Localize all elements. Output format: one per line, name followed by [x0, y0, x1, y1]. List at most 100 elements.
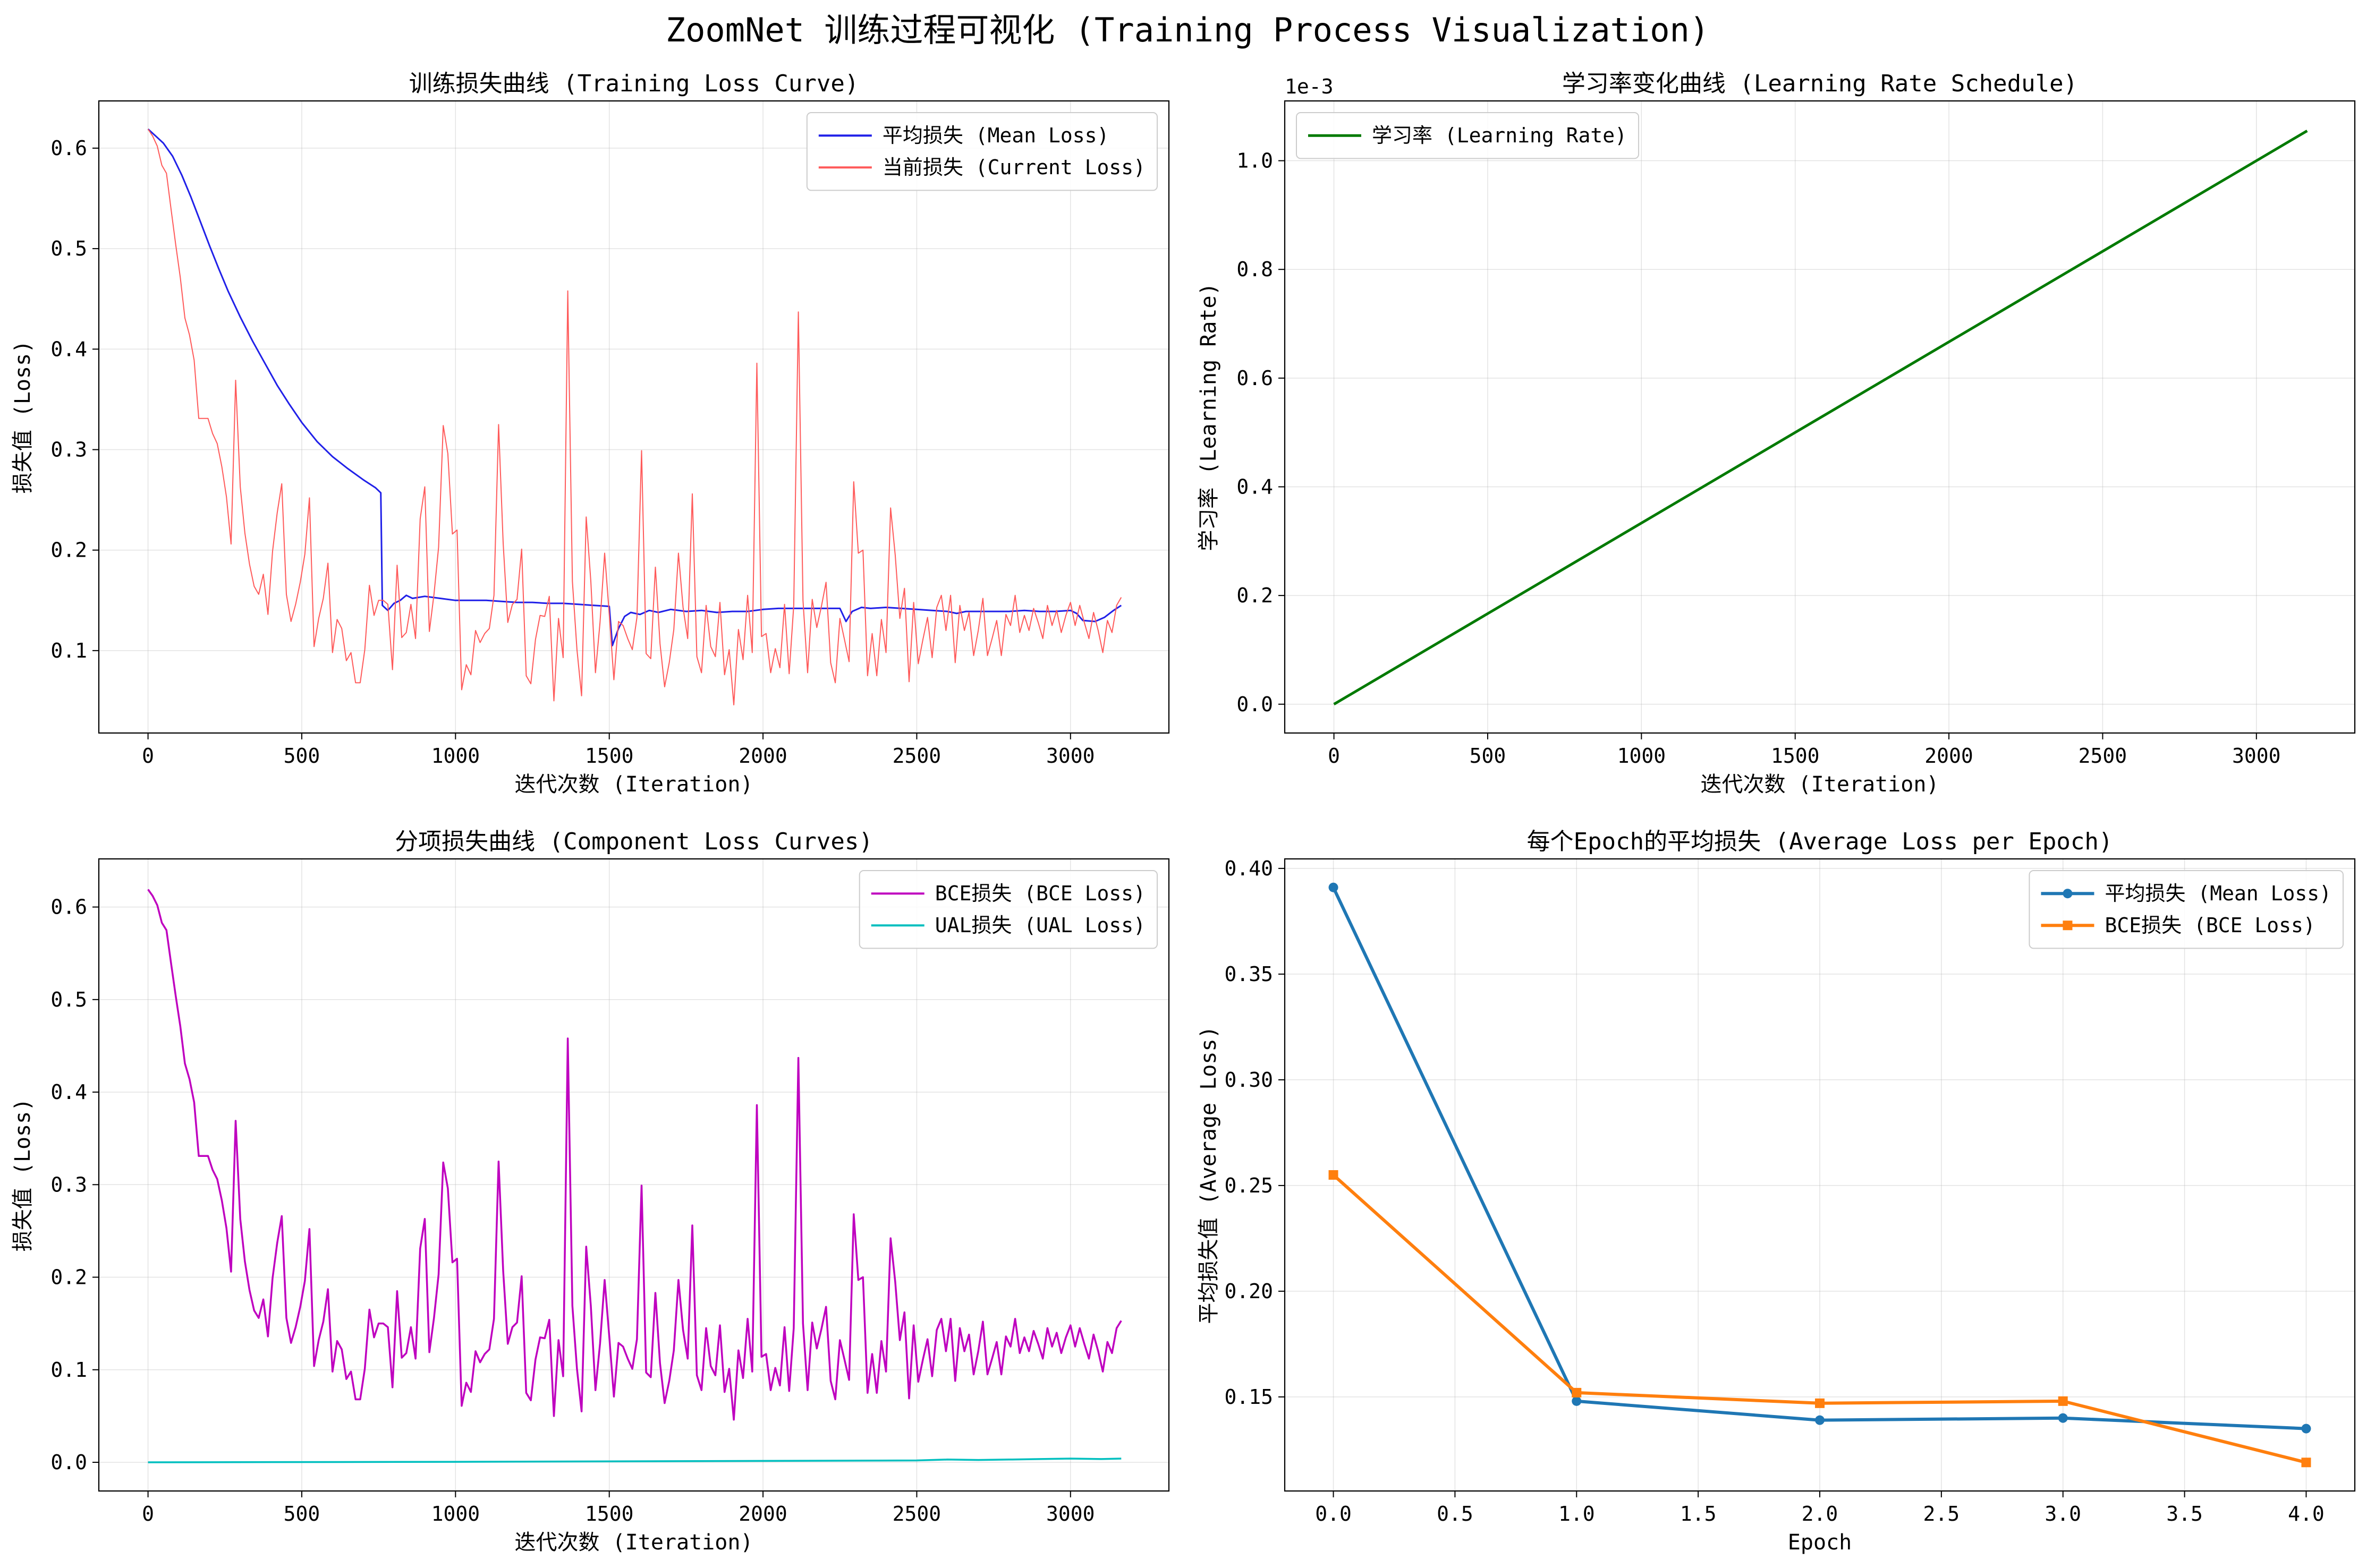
y-axis-label: 学习率 (Learning Rate)	[1197, 283, 1221, 551]
x-tick-label: 1000	[431, 744, 480, 768]
legend-label-ual-ual-loss: UAL损失 (UAL Loss)	[935, 914, 1146, 937]
legend-box	[1296, 112, 1640, 159]
y-tick-label: 0.1	[50, 639, 87, 662]
x-tick-label: 2.0	[1802, 1502, 1838, 1526]
data-point-1-2	[1815, 1415, 1825, 1425]
y-tick-label: 0.5	[50, 237, 87, 260]
y-tick-label: 0.25	[1224, 1174, 1273, 1197]
y-tick-label: 0.0	[1236, 693, 1273, 716]
data-point-2-4	[2301, 1458, 2311, 1468]
x-tick-label: 1.5	[1680, 1502, 1717, 1526]
axes-frame	[98, 858, 1170, 1492]
legend-box	[2029, 870, 2344, 949]
data-point-2-3	[2058, 1396, 2068, 1406]
chart-loss: 0 500 1000 1500 2000 2500 3000 0.1 0.2 0.3 0.4 0.5 0…	[11, 70, 1170, 797]
y-tick-label: 0.4	[50, 337, 87, 361]
y-tick-label: 0.40	[1224, 857, 1273, 880]
chart-title: 学习率变化曲线 (Learning Rate Schedule)	[1562, 70, 2077, 97]
x-tick-label: 1000	[1617, 744, 1666, 768]
legend-label-current-loss: 当前损失 (Current Loss)	[883, 156, 1146, 179]
x-tick-label: 1500	[1771, 744, 1820, 768]
legend-box	[806, 112, 1158, 191]
y-tick-label: 0.0	[50, 1451, 87, 1474]
y-tick-label: 0.4	[50, 1080, 87, 1104]
series-line-1-2	[147, 129, 1122, 705]
y-tick-label: 0.2	[1236, 584, 1273, 607]
x-tick-label: 2000	[739, 744, 787, 768]
y-tick-label: 0.5	[50, 988, 87, 1011]
legend-marker	[2063, 889, 2073, 899]
y-offset-label: 1e-3	[1285, 75, 1334, 98]
plot-area	[147, 128, 1122, 705]
chart-lr: 0 500 1000 1500 2000 2500 3000 0.0 0.2 0.4 0.6 0.8 1…	[1197, 70, 2356, 797]
legend-label-bce-bce-loss: BCE损失 (BCE Loss)	[935, 882, 1146, 905]
x-tick-label: 3000	[1046, 744, 1095, 768]
y-tick-label: 0.6	[1236, 367, 1273, 390]
x-tick-label: 3.0	[2045, 1502, 2081, 1526]
chart-title: 每个Epoch的平均损失 (Average Loss per Epoch)	[1527, 828, 2113, 855]
x-tick-label: 4.0	[2288, 1502, 2325, 1526]
x-tick-label: 2000	[1924, 744, 1973, 768]
legend: 平均损失 (Mean Loss) 当前损失 (Current Loss)	[806, 112, 1158, 191]
legend: 学习率 (Learning Rate)	[1296, 112, 1640, 159]
x-tick-label: 1500	[585, 1502, 634, 1526]
chart-title: 训练损失曲线 (Training Loss Curve)	[409, 70, 859, 97]
chart-components: 0 500 1000 1500 2000 2500 3000 0.0 0.1 0.2 0.3 0.4 0…	[11, 828, 1170, 1555]
y-tick-label: 0.6	[50, 896, 87, 919]
x-axis-label: Epoch	[1788, 1530, 1852, 1555]
x-tick-label: 0	[142, 744, 154, 768]
y-tick-label: 0.15	[1224, 1385, 1273, 1409]
y-axis-label: 平均损失值 (Average Loss)	[1197, 1026, 1221, 1324]
y-axis-label: 损失值 (Loss)	[11, 1098, 35, 1252]
x-tick-label: 2500	[2079, 744, 2127, 768]
y-tick-label: 0.3	[50, 438, 87, 461]
legend: BCE损失 (BCE Loss) UAL损失 (UAL Loss)	[859, 870, 1158, 949]
x-tick-label: 3.5	[2166, 1502, 2203, 1526]
x-tick-label: 3000	[1046, 1502, 1095, 1526]
x-tick-label: 0	[142, 1502, 154, 1526]
figure-title: ZoomNet 训练过程可视化 (Training Process Visual…	[666, 11, 1709, 49]
y-tick-label: 0.20	[1224, 1280, 1273, 1303]
x-tick-label: 0.0	[1315, 1502, 1352, 1526]
data-point-2-0	[1328, 1170, 1338, 1180]
legend-label-mean-loss: 平均损失 (Mean Loss)	[2105, 882, 2331, 905]
x-tick-label: 2.5	[1923, 1502, 1960, 1526]
x-tick-label: 0	[1328, 744, 1340, 768]
axes-frame	[98, 100, 1170, 734]
y-tick-label: 0.6	[50, 137, 87, 160]
x-tick-label: 500	[284, 1502, 320, 1526]
data-point-1-3	[2058, 1413, 2068, 1423]
series-line-1-1	[147, 128, 1122, 646]
x-tick-label: 500	[1470, 744, 1506, 768]
x-axis-label: 迭代次数 (Iteration)	[515, 1530, 753, 1555]
y-tick-label: 0.2	[50, 1266, 87, 1289]
y-tick-label: 0.8	[1236, 258, 1273, 281]
x-tick-label: 0.5	[1437, 1502, 1473, 1526]
x-tick-label: 3000	[2232, 744, 2281, 768]
legend-box	[859, 870, 1158, 949]
data-point-1-4	[2301, 1424, 2311, 1434]
x-axis-label: 迭代次数 (Iteration)	[515, 772, 753, 797]
y-tick-label: 0.2	[50, 539, 87, 562]
legend: 平均损失 (Mean Loss) BCE损失 (BCE Loss)	[2029, 870, 2344, 949]
legend-label-learning-rate: 学习率 (Learning Rate)	[1372, 124, 1627, 147]
y-tick-label: 1.0	[1236, 149, 1273, 173]
y-tick-label: 0.35	[1224, 962, 1273, 986]
series-line-3-2	[148, 1458, 1122, 1463]
chart-epoch: 0.0 0.5 1.0 1.5 2.0 2.5 3.0 3.5 4.0 0.15 0.20 0.25 0…	[1197, 828, 2356, 1555]
plot-area	[147, 889, 1122, 1463]
axes-frame	[1284, 100, 2356, 734]
chart-panels: 0 500 1000 1500 2000 2500 30000.10.20.30.40.50…	[11, 70, 2356, 1555]
data-point-1-1	[1572, 1396, 1582, 1406]
chart-title: 分项损失曲线 (Component Loss Curves)	[395, 828, 873, 855]
plot-area	[1333, 130, 2308, 705]
plot-area	[1328, 882, 2311, 1468]
legend-marker	[2063, 921, 2073, 931]
data-point-2-1	[1572, 1387, 1582, 1397]
y-tick-label: 0.30	[1224, 1068, 1273, 1092]
data-point-2-2	[1815, 1398, 1825, 1408]
y-tick-label: 0.4	[1236, 475, 1273, 498]
x-tick-label: 1.0	[1558, 1502, 1595, 1526]
